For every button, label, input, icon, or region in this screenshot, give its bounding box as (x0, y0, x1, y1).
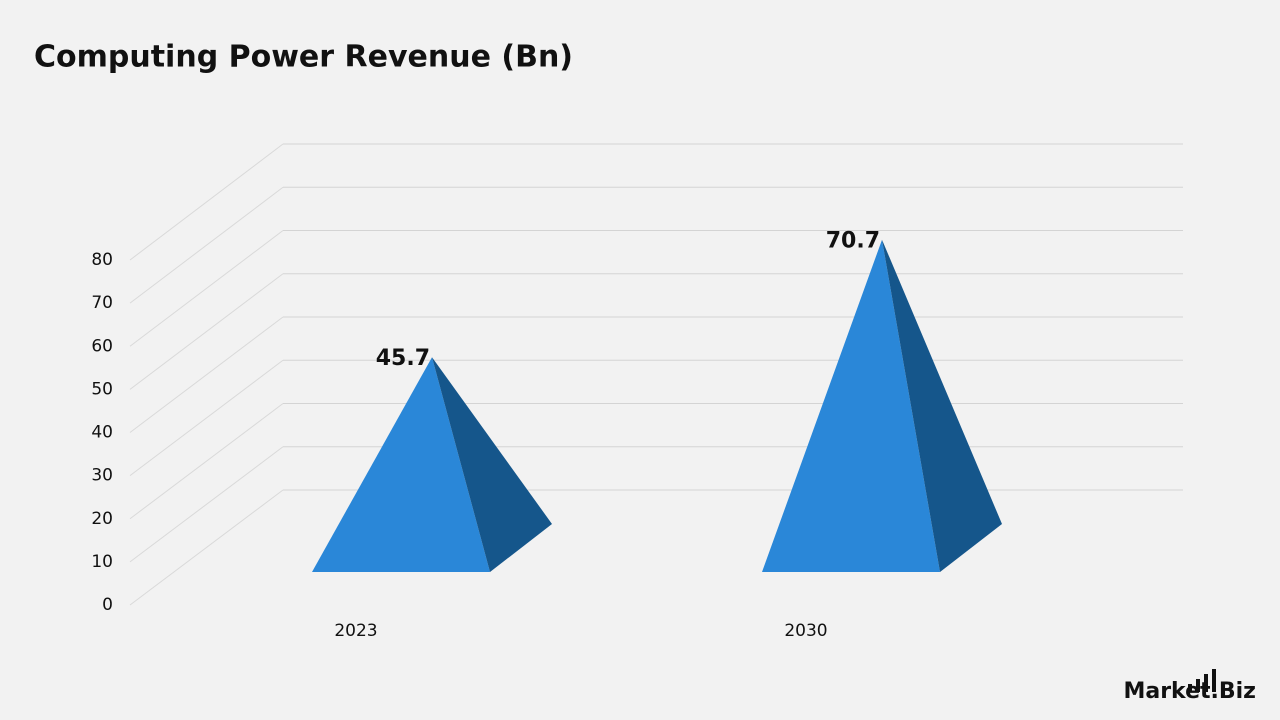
logo-icon (1188, 669, 1216, 692)
y-tick-label: 40 (91, 423, 113, 443)
y-tick-label: 0 (102, 595, 113, 615)
x-tick-label: 2030 (784, 621, 827, 641)
grid-line (129, 230, 284, 347)
pyramid-side (432, 357, 552, 572)
y-tick-label: 30 (91, 466, 113, 486)
y-tick-label: 60 (91, 336, 113, 356)
grid-line (129, 186, 284, 304)
y-tick-label: 50 (91, 379, 113, 399)
y-tick-label: 80 (91, 250, 113, 270)
watermark: Market.Biz (1123, 679, 1256, 704)
value-label: 70.7 (826, 229, 880, 254)
grid-line (129, 359, 284, 477)
grid-line (129, 316, 284, 433)
pyramid-front (312, 357, 490, 572)
y-tick-label: 20 (91, 509, 113, 529)
grid-line (129, 489, 284, 606)
grid-line (129, 403, 284, 520)
grid-line (129, 446, 284, 563)
grid-line (129, 143, 284, 261)
x-tick-label: 2023 (334, 621, 377, 641)
pyramid-side (882, 239, 1002, 572)
y-tick-label: 10 (91, 552, 113, 572)
value-label: 45.7 (376, 346, 430, 371)
grid-line (129, 273, 284, 390)
pyramid-front (762, 239, 940, 572)
chart-title: Computing Power Revenue (Bn) (34, 40, 573, 75)
y-tick-label: 70 (91, 293, 113, 313)
